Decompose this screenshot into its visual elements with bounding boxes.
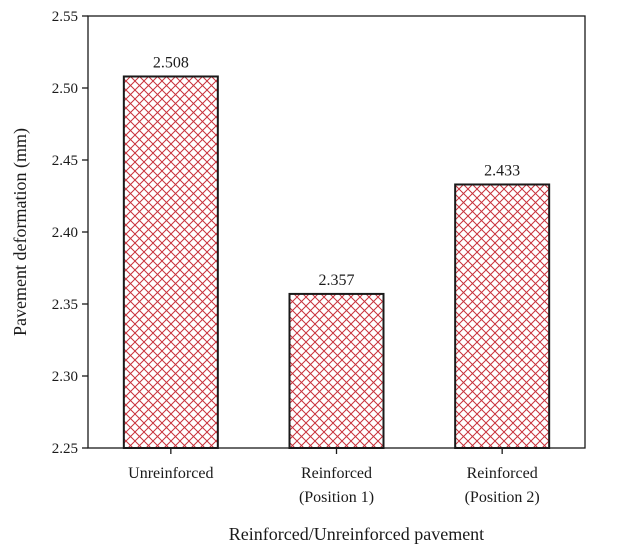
bar-value-label: 2.433	[484, 162, 520, 179]
x-tick-label: Reinforced	[467, 465, 538, 482]
y-tick-label: 2.30	[52, 369, 78, 385]
bar	[454, 183, 551, 449]
x-tick-label: (Position 2)	[465, 489, 540, 506]
y-tick-label: 2.50	[52, 81, 78, 97]
bar	[122, 75, 219, 449]
y-tick-label: 2.45	[52, 153, 78, 169]
y-axis-title: Pavement deformation (mm)	[10, 128, 31, 336]
bar	[288, 292, 385, 450]
y-tick-label: 2.40	[52, 225, 78, 241]
x-tick-label: (Position 1)	[299, 489, 374, 506]
y-tick-label: 2.55	[52, 9, 78, 25]
plot-area: 2.25 2.30 2.35 2.40 2.45 2.50 2.55 2.508 Unreinf…	[52, 9, 586, 506]
y-tick-label: 2.25	[52, 441, 78, 457]
bar-value-label: 2.508	[153, 54, 189, 71]
x-tick-label: Unreinforced	[128, 465, 213, 482]
y-tick-label: 2.35	[52, 297, 78, 313]
x-axis-title: Reinforced/Unreinforced pavement	[229, 524, 484, 544]
x-tick-label: Reinforced	[301, 465, 372, 482]
bar-value-label: 2.357	[319, 272, 355, 289]
